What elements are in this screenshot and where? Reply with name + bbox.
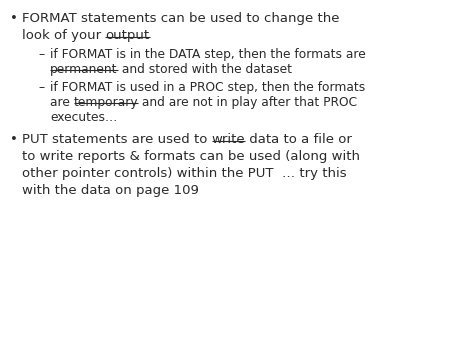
Text: executes…: executes… — [50, 111, 117, 124]
Text: •: • — [10, 133, 18, 146]
Text: –: – — [38, 48, 44, 61]
Text: are: are — [50, 96, 74, 109]
Text: temporary: temporary — [74, 96, 139, 109]
Text: permanent: permanent — [50, 63, 117, 76]
Text: if FORMAT is in the DATA step, then the formats are: if FORMAT is in the DATA step, then the … — [50, 48, 366, 61]
Text: output: output — [105, 29, 149, 42]
Text: to write reports & formats can be used (along with: to write reports & formats can be used (… — [22, 150, 360, 163]
Text: if FORMAT is used in a PROC step, then the formats: if FORMAT is used in a PROC step, then t… — [50, 81, 365, 94]
Text: and stored with the dataset: and stored with the dataset — [117, 63, 292, 76]
Text: PUT statements are used to: PUT statements are used to — [22, 133, 212, 146]
Text: •: • — [10, 12, 18, 25]
Text: data to a file or: data to a file or — [245, 133, 352, 146]
Text: with the data on page 109: with the data on page 109 — [22, 184, 199, 197]
Text: write: write — [212, 133, 245, 146]
Text: FORMAT statements can be used to change the: FORMAT statements can be used to change … — [22, 12, 339, 25]
Text: other pointer controls) within the PUT  … try this: other pointer controls) within the PUT …… — [22, 167, 346, 180]
Text: –: – — [38, 81, 44, 94]
Text: look of your: look of your — [22, 29, 105, 42]
Text: and are not in play after that PROC: and are not in play after that PROC — [139, 96, 357, 109]
